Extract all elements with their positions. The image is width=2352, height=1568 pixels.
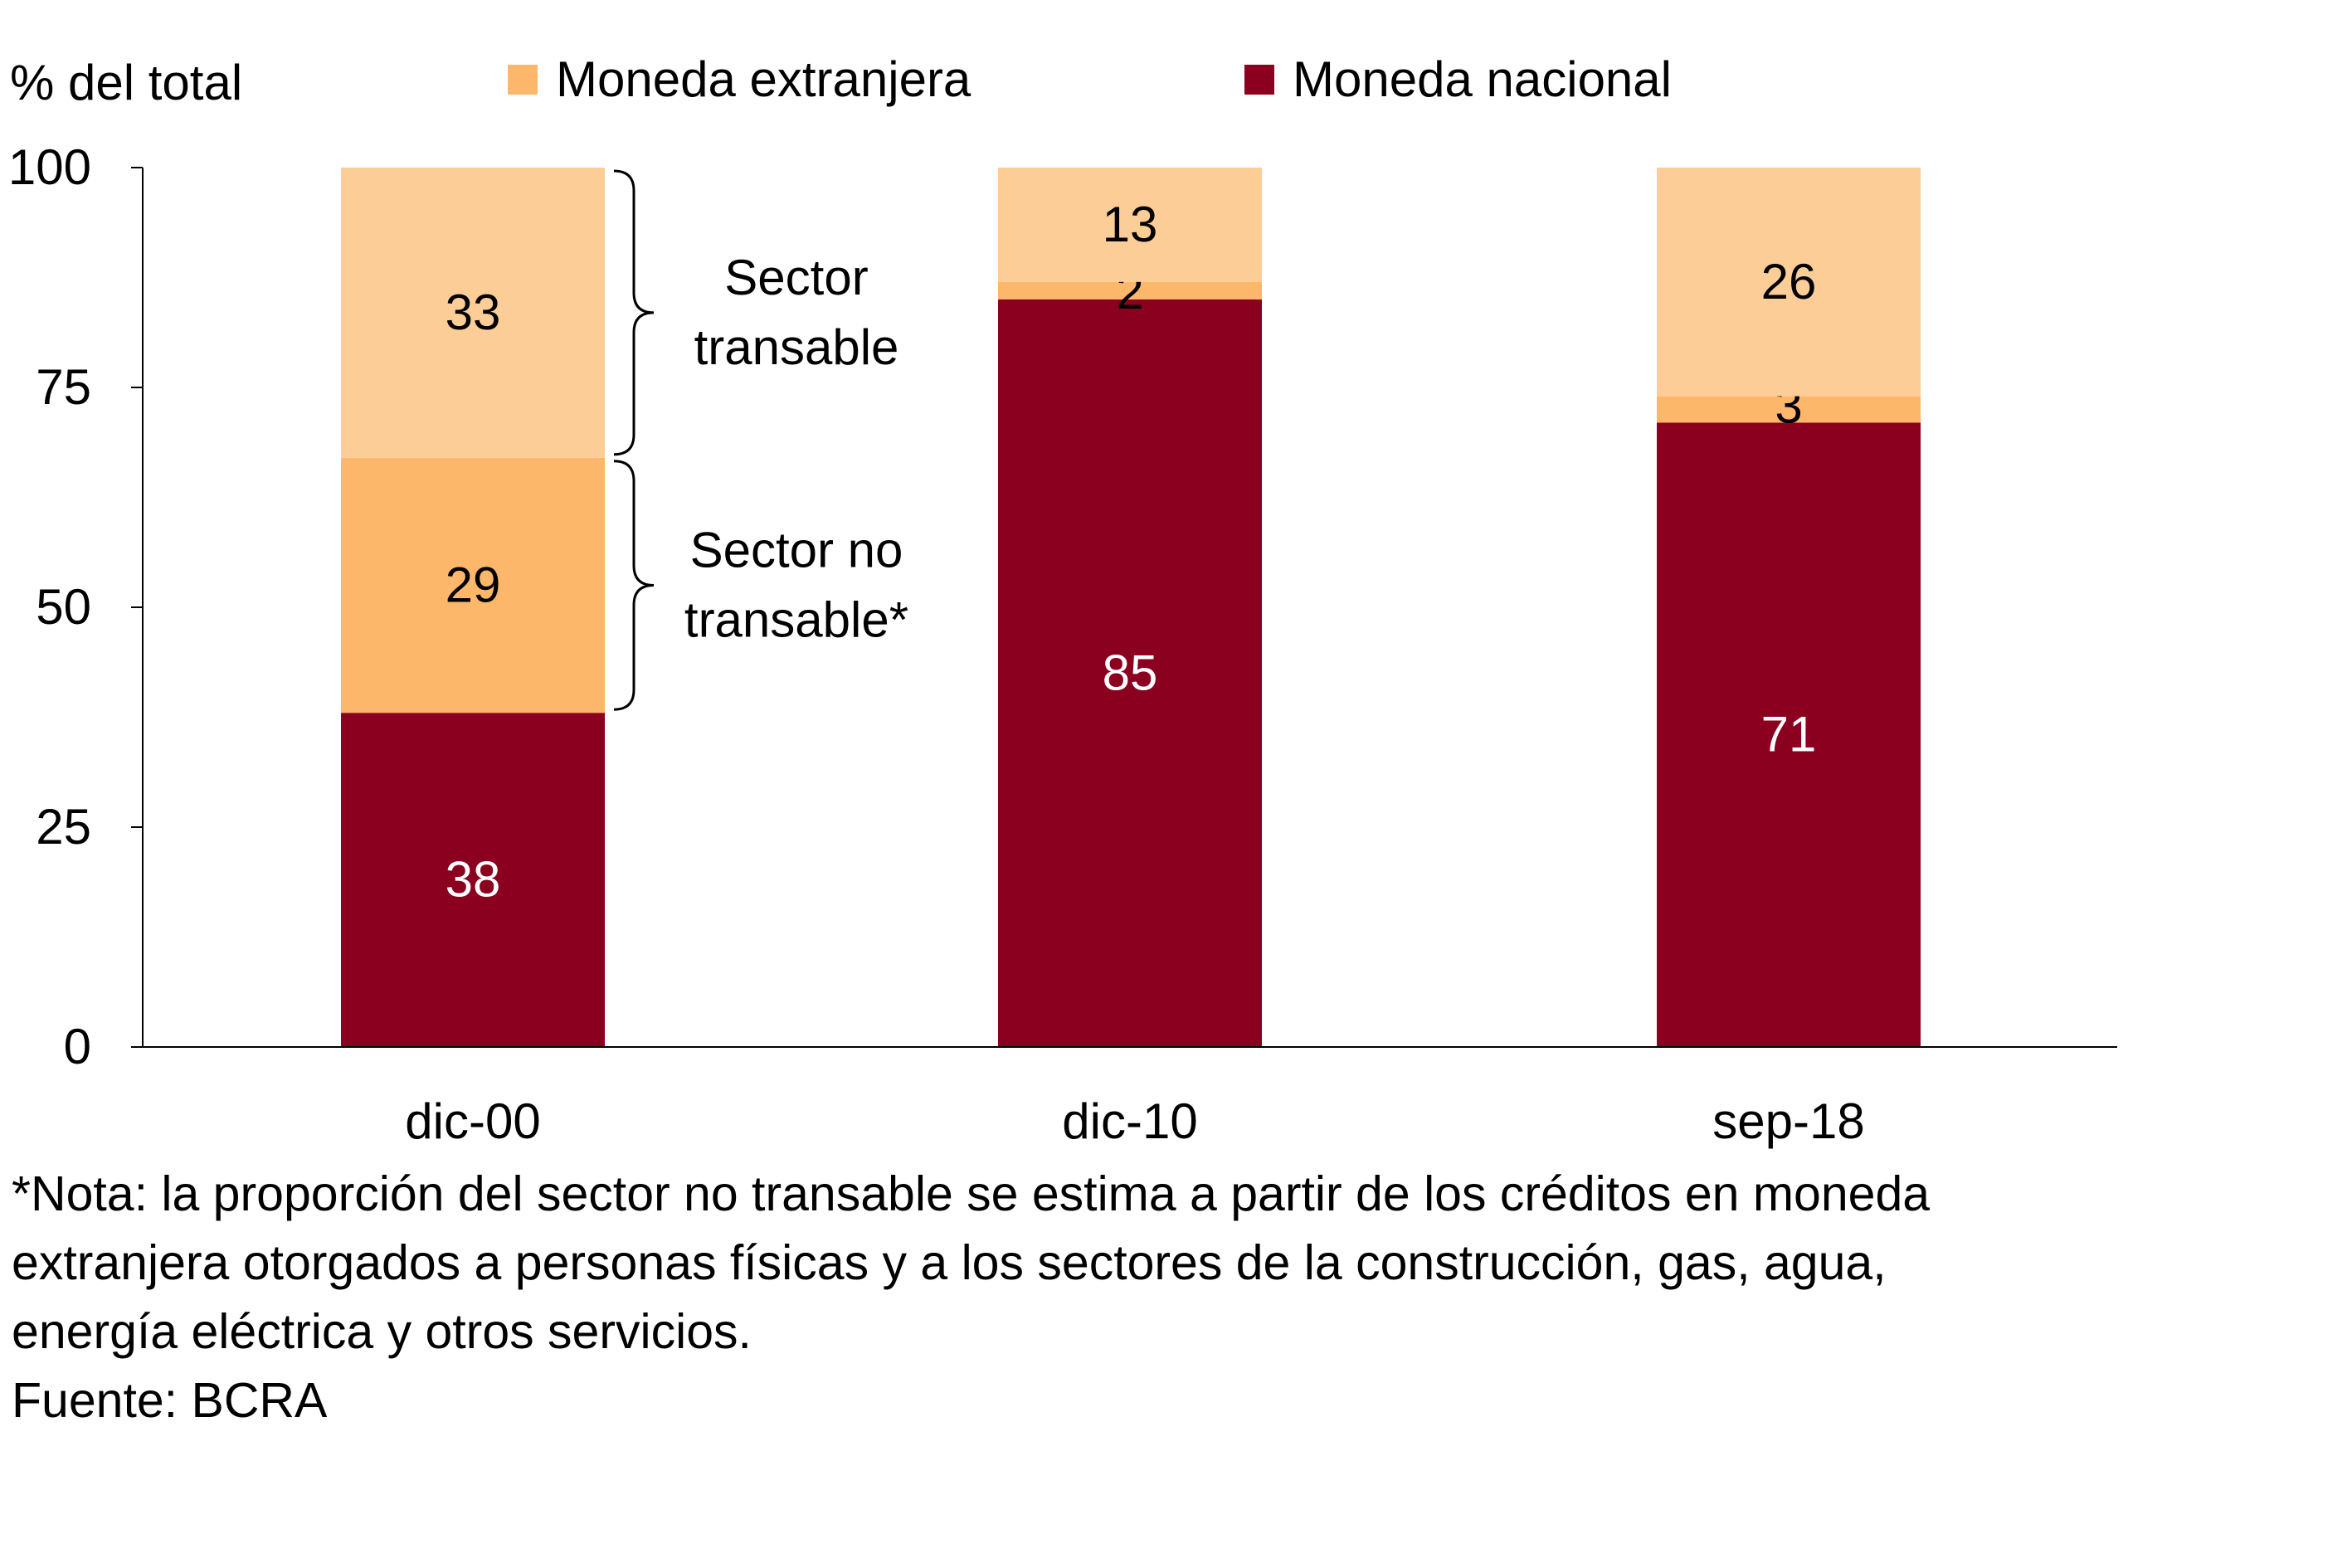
footnote-line: *Nota: la proporción del sector no trans… [12, 1166, 1931, 1221]
bar-segment [341, 713, 605, 1047]
bar-segment [341, 168, 605, 458]
y-tick-label: 25 [36, 799, 91, 855]
x-tick-label: sep-18 [1712, 1093, 1864, 1149]
annotation-label: Sector [724, 250, 868, 305]
footnote-line: energía eléctrica y otros servicios. [12, 1304, 752, 1359]
bar-segment [998, 299, 1262, 1047]
stacked-bar-chart: % del total Moneda extranjera Moneda nac… [8, 51, 2117, 1149]
bar-segment [341, 457, 605, 713]
legend: Moneda extranjera Moneda nacional [508, 51, 1672, 107]
brace [613, 169, 655, 456]
data-label: 71 [1761, 707, 1817, 762]
y-tick-label: 50 [36, 579, 91, 635]
source-line: Fuente: BCRA [12, 1373, 328, 1428]
y-tick-label: 0 [64, 1019, 91, 1074]
legend-label-moneda-nacional: Moneda nacional [1293, 51, 1672, 107]
y-axis-title: % del total [10, 55, 242, 110]
annotation-label: transable* [684, 592, 908, 648]
data-label: 13 [1103, 197, 1158, 252]
legend-swatch-moneda-nacional [1244, 65, 1274, 95]
y-tick-label: 75 [36, 359, 91, 415]
y-tick-label: 100 [8, 139, 91, 195]
x-tick-label: dic-10 [1062, 1093, 1197, 1149]
bar-segment [1657, 396, 1921, 423]
brace [613, 460, 655, 711]
legend-swatch-moneda-extranjera [508, 65, 538, 95]
data-label: 85 [1103, 645, 1158, 701]
bar-segment [1657, 168, 1921, 397]
legend-label-moneda-extranjera: Moneda extranjera [556, 51, 971, 107]
data-label: 33 [446, 285, 501, 340]
axes: 0 25 50 75 100 dic-00 dic-10 sep-18 [8, 139, 2117, 1149]
bar-segment [1657, 422, 1921, 1047]
bar-segment [998, 168, 1262, 282]
footnote-line: extranjera otorgados a personas físicas … [12, 1235, 1887, 1290]
annotations: Sector transable Sector no transable* [613, 169, 908, 711]
footnote: *Nota: la proporción del sector no trans… [12, 1160, 2335, 1435]
data-label: 26 [1761, 254, 1817, 309]
data-label: 29 [446, 558, 501, 613]
data-label: 38 [446, 852, 501, 908]
annotation-label: Sector no [690, 523, 903, 578]
bar-segment [998, 281, 1262, 299]
x-tick-label: dic-00 [405, 1093, 540, 1149]
annotation-label: transable [694, 319, 899, 375]
